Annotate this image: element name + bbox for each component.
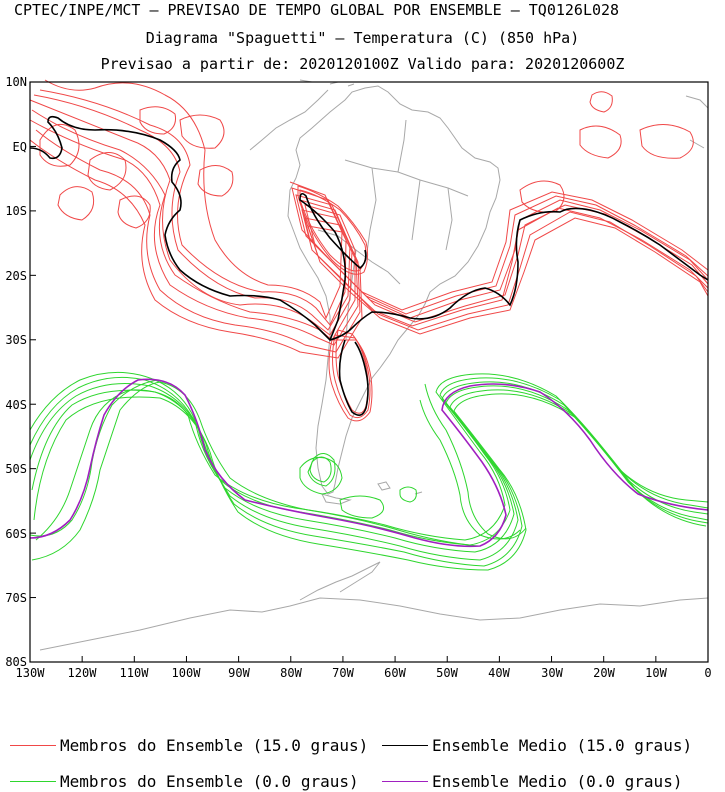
- members-15c: [29, 79, 709, 422]
- red-loop-5: [579, 125, 622, 159]
- legend-swatch-black: [382, 744, 428, 746]
- caribbean-islands: [299, 79, 355, 87]
- red-loop-1: [39, 123, 80, 167]
- ytick-80s: 80S: [5, 655, 27, 669]
- red-loop-4: [117, 195, 151, 229]
- title-line-3: Previsao a partir de: 2020120100Z Valido…: [100, 55, 625, 73]
- ensemble-mean-15c: [29, 115, 709, 416]
- legend-swatch-purple: [382, 780, 428, 782]
- legend-swatch-red: [10, 744, 56, 746]
- xtick-130w: 130W: [15, 666, 45, 680]
- ytick-70s: 70S: [5, 591, 27, 605]
- green-loop-4: [399, 486, 417, 503]
- green-member-4: [31, 389, 709, 567]
- legend-label-black: Ensemble Medio (15.0 graus): [432, 735, 693, 755]
- red-member-1: [29, 99, 709, 336]
- central-america: [249, 89, 329, 151]
- red-loop-7: [589, 91, 613, 113]
- green-loop-5: [339, 495, 385, 519]
- legend-label-green: Membros do Ensemble (0.0 graus): [60, 771, 359, 791]
- red-loop-6: [639, 124, 694, 159]
- legend-label-purple: Ensemble Medio (0.0 graus): [432, 771, 683, 791]
- falklands: [377, 481, 391, 491]
- ensemble-mean-0c: [29, 378, 709, 548]
- legend-label-red: Membros do Ensemble (15.0 graus): [60, 735, 369, 755]
- green-member-2: [29, 376, 709, 553]
- xtick-50w: 50W: [436, 666, 458, 680]
- xtick-80w: 80W: [280, 666, 302, 680]
- legend-green-members: Membros do Ensemble (0.0 graus): [10, 771, 359, 791]
- green-member-9: [419, 399, 521, 540]
- brazil-interior: [344, 119, 469, 261]
- green-loop-2: [307, 453, 336, 487]
- red-member-4: [33, 94, 709, 331]
- green-member-6: [35, 373, 709, 541]
- red-member-8: [44, 79, 343, 320]
- xtick-100w: 100W: [171, 666, 201, 680]
- red-loop-11: [139, 106, 176, 135]
- red-member-11: [332, 334, 371, 419]
- ytick-10s: 10S: [5, 204, 27, 218]
- xtick-60w: 60W: [384, 666, 406, 680]
- tierra-del-fuego: [321, 493, 352, 505]
- members-0c: [29, 371, 709, 571]
- ytick-eq: EQ: [12, 140, 27, 154]
- title-line-2: Diagrama "Spaguetti" — Temperatura (C) (…: [145, 29, 580, 47]
- green-member-3: [29, 383, 709, 561]
- red-loop-3: [57, 186, 95, 221]
- red-member-6: [39, 89, 709, 326]
- ytick-50s: 50S: [5, 462, 27, 476]
- red-member-10: [297, 185, 369, 275]
- ytick-20s: 20S: [5, 269, 27, 283]
- green-member-5: [33, 393, 707, 571]
- red-loop-10: [197, 165, 234, 197]
- red-member-5: [35, 129, 709, 353]
- red-member-12: [328, 339, 373, 422]
- xtick-70w: 70W: [332, 666, 354, 680]
- xtick-0: 0: [704, 666, 712, 680]
- xtick-40w: 40W: [488, 666, 510, 680]
- red-loop-9: [179, 114, 225, 149]
- red-member-3: [29, 119, 709, 346]
- ytick-60s: 60S: [5, 527, 27, 541]
- green-member-1: [29, 371, 709, 546]
- xtick-110w: 110W: [119, 666, 149, 680]
- green-loop-3: [299, 457, 343, 495]
- ytick-30s: 30S: [5, 333, 27, 347]
- red-loop-8: [519, 180, 565, 213]
- xtick-90w: 90W: [228, 666, 250, 680]
- xtick-20w: 20W: [593, 666, 615, 680]
- plot-frame: [29, 81, 709, 663]
- red-loop-2: [87, 152, 127, 191]
- red-member-13: [335, 329, 369, 414]
- red-member-2: [31, 109, 709, 341]
- legend-purple-mean: Ensemble Medio (0.0 graus): [382, 771, 682, 791]
- africa-edge: [685, 95, 709, 149]
- ytick-40s: 40S: [5, 398, 27, 412]
- title-line-1: CPTEC/INPE/MCT — PREVISAO DE TEMPO GLOBA…: [14, 1, 620, 19]
- antarctic-peninsula: [299, 561, 381, 601]
- xtick-10w: 10W: [645, 666, 667, 680]
- green-member-7: [31, 381, 479, 561]
- antarctica: [39, 597, 709, 651]
- xtick-120w: 120W: [67, 666, 97, 680]
- tick-marks: [29, 81, 709, 663]
- ytick-10n: 10N: [5, 75, 27, 89]
- legend-swatch-green: [10, 780, 56, 782]
- green-member-10: [424, 383, 527, 540]
- xtick-30w: 30W: [541, 666, 563, 680]
- south-america-outline: [287, 85, 501, 495]
- red-member-7: [29, 139, 709, 359]
- legend-red-members: Membros do Ensemble (15.0 graus): [10, 735, 368, 755]
- coastlines: [39, 79, 709, 651]
- legend-black-mean: Ensemble Medio (15.0 graus): [382, 735, 692, 755]
